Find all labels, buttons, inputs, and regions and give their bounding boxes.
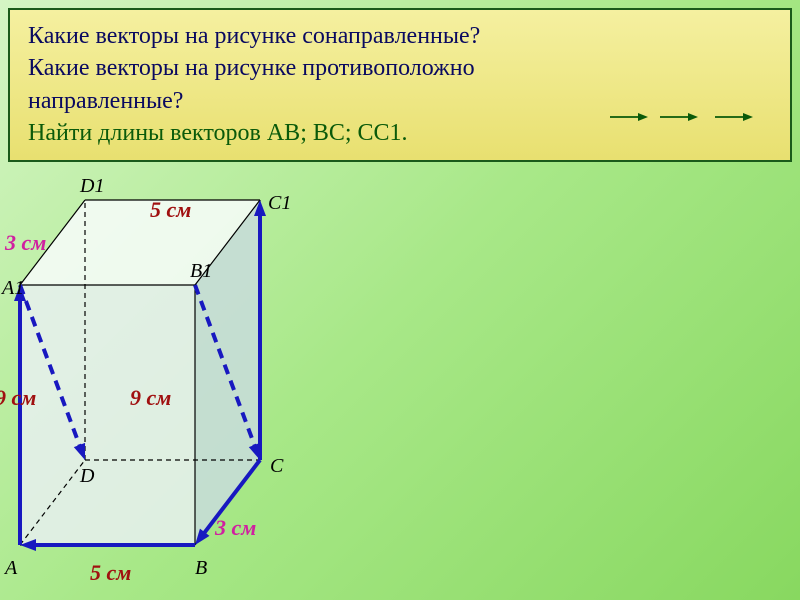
dimension-label-4: 3 см: [215, 515, 256, 541]
prism-diagram: АВСDА1В1С1D15 см3 см9 см9 см3 см5 см: [0, 195, 340, 595]
vertex-label-C: С: [270, 455, 283, 478]
question-line-1: Какие векторы на рисунке сонаправленные?: [28, 20, 772, 52]
vertex-label-D: D: [80, 465, 94, 488]
dimension-label-0: 5 см: [150, 197, 191, 223]
dimension-label-5: 5 см: [90, 560, 131, 586]
vertex-label-A: А: [5, 557, 17, 580]
vertex-label-B: В: [195, 557, 207, 580]
question-box: Какие векторы на рисунке сонаправленные?…: [8, 8, 792, 162]
vertex-label-A1: А1: [2, 277, 24, 300]
dimension-label-3: 9 см: [130, 385, 171, 411]
dimension-label-2: 9 см: [0, 385, 36, 411]
vertex-label-B1: В1: [190, 260, 212, 283]
vertex-label-D1: D1: [80, 175, 104, 198]
question-line-2a: Какие векторы на рисунке противоположно: [28, 52, 772, 84]
dimension-label-1: 3 см: [5, 230, 46, 256]
small-arrows: [0, 105, 800, 135]
vertex-label-C1: С1: [268, 192, 291, 215]
